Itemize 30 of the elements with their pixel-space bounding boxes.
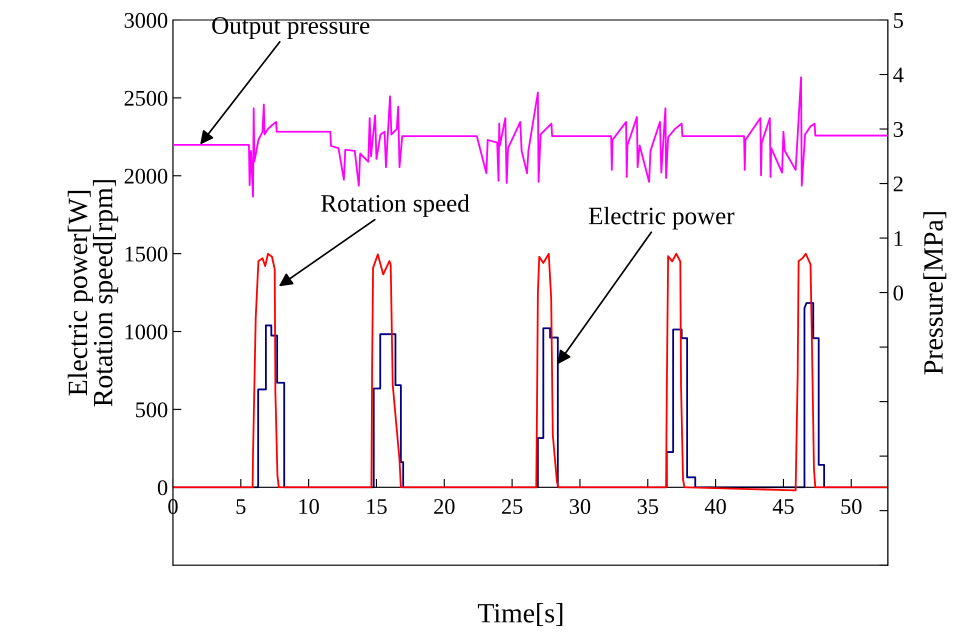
y-tick-label: 2500 xyxy=(124,90,168,106)
y-tick-label: 1000 xyxy=(126,324,168,340)
y-tick-label: 1500 xyxy=(126,246,168,262)
annotation: Electric power xyxy=(588,206,734,230)
y2-tick-label: 0 xyxy=(894,286,904,301)
x-tick-label: 50 xyxy=(841,499,862,514)
y-tick-label: 2000 xyxy=(124,168,168,184)
annotation: Rotation speed xyxy=(321,194,470,217)
y2-tick-label: 5 xyxy=(894,13,903,28)
annotation: Output pressure xyxy=(212,17,370,40)
x-tick-label: 10 xyxy=(299,499,319,514)
y-tick-label: 500 xyxy=(136,402,168,418)
y2-axis-title: Pressure[MPa] xyxy=(923,212,946,374)
x-tick-label: 30 xyxy=(570,499,590,514)
y-axis-title: Electric power[W] Rotation speed[rpm] xyxy=(68,180,118,406)
y2-tick-label: 1 xyxy=(894,231,903,246)
y2-tick-label: 4 xyxy=(893,68,904,82)
y2-tick-label: 3 xyxy=(894,122,903,137)
x-tick-label: 20 xyxy=(434,499,455,514)
x-tick-label: 40 xyxy=(704,499,726,514)
y-tick-label: 3000 xyxy=(124,12,168,28)
x-axis-title: Time[s] xyxy=(478,603,562,626)
y-tick-label: 0 xyxy=(158,480,168,496)
line-series xyxy=(172,252,888,492)
x-tick-label: 25 xyxy=(502,499,522,514)
y2-tick-label: 2 xyxy=(894,176,903,192)
x-tick-label: 45 xyxy=(772,499,794,514)
x-tick-label: 15 xyxy=(367,499,387,514)
x-tick-label: 35 xyxy=(638,499,658,514)
x-tick-label: 5 xyxy=(236,499,246,514)
